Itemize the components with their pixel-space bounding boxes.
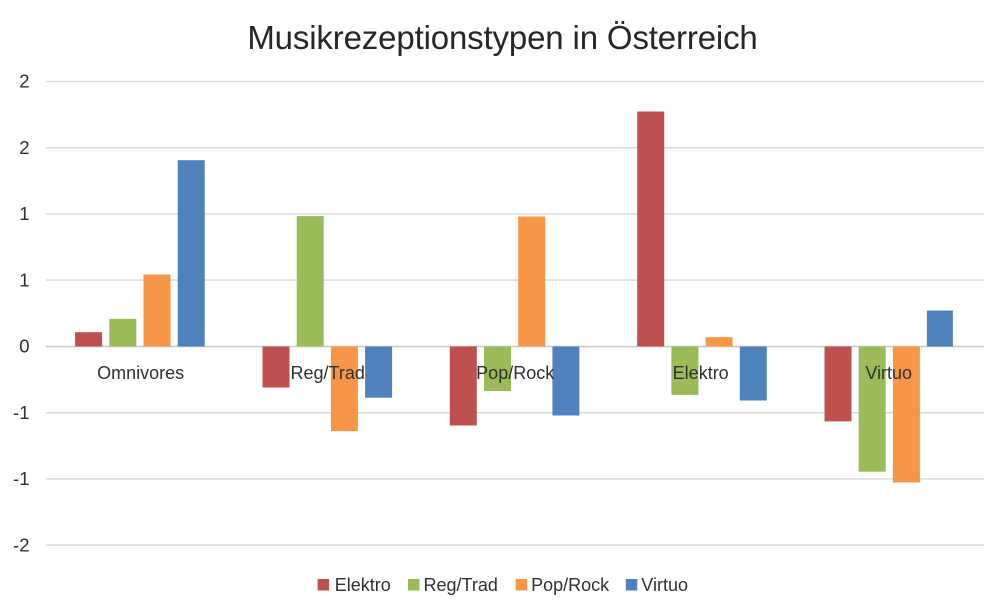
svg-text:-2: -2	[13, 534, 29, 555]
svg-text:1: 1	[19, 203, 29, 224]
svg-text:Reg/Trad: Reg/Trad	[291, 363, 365, 383]
svg-text:Omnivores: Omnivores	[97, 363, 184, 383]
svg-text:Virtuo: Virtuo	[865, 363, 912, 383]
svg-text:Musikrezeptionstypen in Österr: Musikrezeptionstypen in Österreich	[247, 19, 757, 56]
svg-text:-1: -1	[13, 402, 29, 423]
svg-text:Pop/Rock: Pop/Rock	[476, 363, 555, 383]
svg-text:Elektro: Elektro	[335, 575, 391, 595]
svg-text:2: 2	[19, 71, 29, 92]
svg-text:1: 1	[19, 269, 29, 290]
svg-text:Reg/Trad: Reg/Trad	[424, 575, 498, 595]
svg-text:-1: -1	[13, 468, 29, 489]
svg-text:Elektro: Elektro	[673, 363, 729, 383]
svg-text:Virtuo: Virtuo	[641, 575, 688, 595]
svg-text:2: 2	[19, 137, 29, 158]
svg-text:0: 0	[19, 336, 29, 357]
svg-text:Pop/Rock: Pop/Rock	[531, 575, 610, 595]
